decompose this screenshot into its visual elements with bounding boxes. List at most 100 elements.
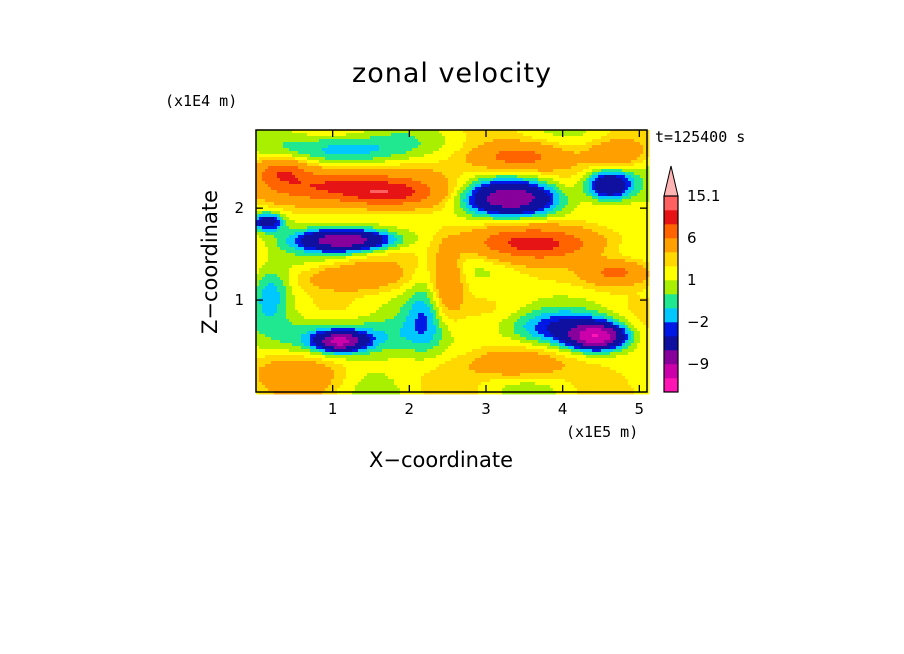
contour-cell [559, 220, 563, 224]
contour-cell [517, 172, 521, 176]
contour-cell [616, 172, 620, 176]
contour-cell [562, 184, 566, 188]
contour-cell [478, 238, 482, 242]
contour-cell [415, 193, 419, 197]
contour-cell [343, 226, 347, 230]
contour-cell [259, 244, 263, 248]
contour-cell [376, 211, 380, 215]
contour-cell [292, 148, 296, 152]
contour-cell [334, 202, 338, 206]
contour-cell [268, 235, 272, 239]
contour-cell [424, 199, 428, 203]
contour-cell [577, 190, 581, 194]
contour-cell [307, 229, 311, 233]
contour-cell [466, 187, 470, 191]
contour-cell [283, 148, 287, 152]
contour-cell [358, 217, 362, 221]
contour-cell [532, 211, 536, 215]
contour-cell [511, 133, 515, 137]
contour-cell [418, 199, 422, 203]
contour-cell [370, 220, 374, 224]
contour-cell [415, 163, 419, 167]
contour-cell [406, 154, 410, 158]
contour-cell [523, 241, 527, 245]
contour-cell [301, 214, 305, 218]
contour-cell [586, 235, 590, 239]
contour-cell [628, 181, 632, 185]
contour-cell [337, 220, 341, 224]
contour-cell [613, 196, 617, 200]
contour-cell [511, 154, 515, 158]
contour-cell [514, 241, 518, 245]
contour-cell [274, 163, 278, 167]
contour-cell [397, 220, 401, 224]
contour-cell [310, 142, 314, 146]
contour-cell [361, 160, 365, 164]
contour-cell [376, 166, 380, 170]
contour-cell [325, 208, 329, 212]
contour-cell [481, 157, 485, 161]
contour-cell [358, 190, 362, 194]
contour-cell [421, 196, 425, 200]
contour-cell [421, 166, 425, 170]
contour-cell [358, 157, 362, 161]
contour-cell [457, 175, 461, 179]
contour-cell [559, 142, 563, 146]
contour-cell [541, 238, 545, 242]
contour-cell [622, 163, 626, 167]
contour-cell [283, 223, 287, 227]
contour-cell [598, 232, 602, 236]
contour-cell [322, 187, 326, 191]
contour-cell [418, 166, 422, 170]
contour-cell [493, 238, 497, 242]
contour-cell [430, 196, 434, 200]
contour-cell [259, 148, 263, 152]
contour-cell [613, 199, 617, 203]
contour-cell [478, 178, 482, 182]
contour-cell [331, 196, 335, 200]
contour-cell [625, 196, 629, 200]
contour-cell [331, 241, 335, 245]
contour-cell [295, 199, 299, 203]
contour-cell [409, 205, 413, 209]
contour-cell [595, 133, 599, 137]
contour-cell [271, 241, 275, 245]
contour-cell [613, 169, 617, 173]
contour-cell [328, 199, 332, 203]
contour-cell [256, 169, 260, 173]
contour-cell [382, 196, 386, 200]
contour-cell [292, 172, 296, 176]
contour-cell [616, 190, 620, 194]
contour-cell [397, 223, 401, 227]
contour-cell [310, 232, 314, 236]
contour-cell [439, 190, 443, 194]
contour-cell [346, 187, 350, 191]
contour-cell [331, 211, 335, 215]
contour-cell [340, 211, 344, 215]
contour-cell [280, 136, 284, 140]
contour-cell [538, 139, 542, 143]
contour-cell [364, 229, 368, 233]
contour-cell [601, 151, 605, 155]
contour-cell [259, 145, 263, 149]
contour-cell [274, 220, 278, 224]
contour-cell [490, 145, 494, 149]
contour-cell [523, 199, 527, 203]
contour-cell [571, 223, 575, 227]
contour-cell [550, 163, 554, 167]
contour-cell [553, 178, 557, 182]
contour-cell [388, 211, 392, 215]
contour-cell [385, 217, 389, 221]
contour-cell [343, 178, 347, 182]
contour-cell [640, 133, 644, 137]
contour-cell [499, 145, 503, 149]
contour-cell [466, 196, 470, 200]
contour-cell [622, 166, 626, 170]
contour-cell [538, 166, 542, 170]
contour-cell [439, 157, 443, 161]
contour-cell [625, 190, 629, 194]
contour-cell [466, 232, 470, 236]
contour-cell [559, 214, 563, 218]
contour-cell [460, 178, 464, 182]
contour-cell [466, 157, 470, 161]
